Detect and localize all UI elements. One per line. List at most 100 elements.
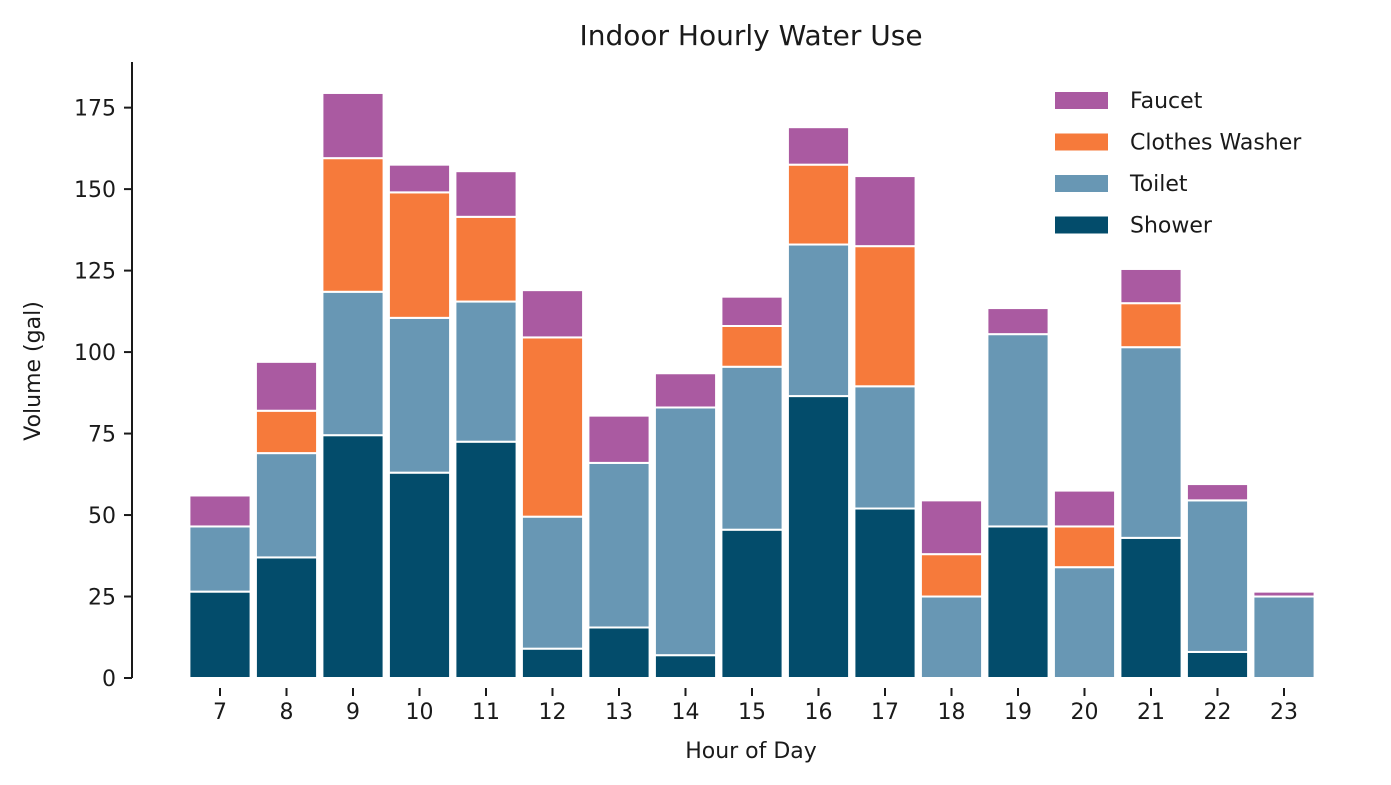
bar-segment-toilet-9 [321, 290, 385, 437]
bar-segment-faucet-10 [387, 163, 452, 194]
bar-segment-shower-12 [520, 647, 585, 680]
x-tick-label: 14 [672, 700, 700, 725]
bar-segment-faucet-22 [1185, 483, 1250, 502]
bar-segment-clothes-washer-10 [387, 191, 452, 319]
y-tick-label: 25 [88, 586, 116, 611]
legend-label-faucet: Faucet [1130, 89, 1203, 114]
legend-label-shower: Shower [1130, 214, 1213, 239]
bar-segment-faucet-12 [520, 289, 585, 339]
bar-segment-faucet-20 [1052, 489, 1117, 528]
bar-segment-toilet-17 [853, 385, 917, 510]
bar-segment-faucet-15 [720, 295, 784, 327]
bar-segment-toilet-18 [919, 595, 984, 679]
x-tick-label: 12 [539, 700, 567, 725]
legend-swatch-faucet [1055, 92, 1108, 109]
bar-segment-clothes-washer-16 [786, 163, 851, 246]
x-tick-label: 21 [1137, 700, 1165, 725]
y-tick-label: 175 [74, 97, 116, 122]
x-axis-ticks: 7 8 9 10 11 12 13 14 15 16 17 18 19 20 21 22 23 [213, 688, 1298, 725]
bar-segment-faucet-14 [653, 372, 718, 409]
bar-segment-shower-7 [188, 590, 252, 680]
bar-segment-faucet-8 [254, 360, 319, 412]
bar-segment-shower-21 [1119, 536, 1183, 680]
legend-swatch-shower [1055, 216, 1108, 234]
bar-segment-toilet-11 [454, 300, 518, 443]
bar-segment-clothes-washer-8 [254, 409, 319, 455]
legend: Faucet Clothes Washer Toilet Shower [1055, 89, 1302, 239]
bar-segment-toilet-10 [387, 316, 452, 474]
bar-segment-clothes-washer-20 [1052, 525, 1117, 569]
bar-segment-faucet-7 [188, 494, 252, 528]
bar-segment-clothes-washer-17 [853, 245, 917, 388]
bar-segment-toilet-13 [587, 461, 651, 629]
y-axis-title: Volume (gal) [21, 301, 46, 441]
x-tick-label: 11 [472, 700, 500, 725]
x-tick-label: 15 [738, 700, 766, 725]
bar-segment-faucet-16 [786, 126, 851, 166]
legend-swatch-clothes-washer [1055, 133, 1108, 151]
bars-layer [188, 91, 1316, 680]
y-tick-label: 100 [74, 341, 116, 366]
x-tick-label: 7 [213, 700, 227, 725]
x-tick-label: 9 [346, 700, 360, 725]
bar-segment-faucet-21 [1119, 267, 1183, 305]
bar-segment-shower-11 [454, 440, 518, 679]
bar-segment-clothes-washer-18 [919, 553, 984, 598]
bar-segment-clothes-washer-12 [520, 336, 585, 518]
bar-segment-faucet-18 [919, 499, 984, 556]
bar-segment-shower-8 [254, 556, 319, 679]
bar-segment-faucet-19 [986, 307, 1050, 336]
bar-segment-faucet-11 [454, 170, 518, 218]
x-tick-label: 17 [871, 700, 899, 725]
bar-segment-toilet-19 [986, 333, 1050, 528]
bar-segment-shower-10 [387, 471, 452, 679]
x-tick-label: 16 [805, 700, 833, 725]
bar-segment-shower-13 [587, 626, 651, 680]
bar-segment-toilet-16 [786, 243, 851, 398]
bar-segment-toilet-23 [1252, 595, 1316, 679]
x-tick-label: 22 [1204, 700, 1232, 725]
chart-title: Indoor Hourly Water Use [579, 19, 922, 52]
bar-segment-shower-9 [321, 434, 385, 679]
y-tick-label: 0 [102, 667, 116, 692]
bar-segment-shower-22 [1185, 650, 1250, 679]
bar-segment-toilet-12 [520, 515, 585, 650]
bar-segment-faucet-17 [853, 175, 917, 248]
y-tick-label: 125 [74, 260, 116, 285]
legend-swatch-toilet [1055, 175, 1108, 192]
y-tick-label: 75 [88, 423, 116, 448]
y-axis-ticks: 0 25 50 75 100 125 150 175 [74, 97, 132, 692]
x-tick-label: 8 [280, 700, 294, 725]
x-tick-label: 13 [605, 700, 633, 725]
bar-segment-clothes-washer-15 [720, 325, 784, 368]
bar-segment-toilet-20 [1052, 566, 1117, 679]
bar-segment-clothes-washer-9 [321, 157, 385, 293]
y-tick-label: 150 [74, 178, 116, 203]
bar-segment-faucet-23 [1252, 590, 1316, 598]
bar-segment-clothes-washer-11 [454, 215, 518, 303]
bar-segment-toilet-14 [653, 406, 718, 657]
y-tick-label: 50 [88, 504, 116, 529]
x-tick-label: 18 [938, 700, 966, 725]
bar-segment-faucet-13 [587, 414, 651, 464]
bar-segment-faucet-9 [321, 91, 385, 160]
legend-label-toilet: Toilet [1129, 172, 1188, 197]
x-axis-title: Hour of Day [685, 739, 817, 764]
bar-segment-shower-16 [786, 395, 851, 679]
bar-segment-shower-15 [720, 528, 784, 679]
legend-label-clothes-washer: Clothes Washer [1130, 131, 1302, 156]
bar-segment-clothes-washer-21 [1119, 302, 1183, 349]
x-tick-label: 10 [406, 700, 434, 725]
bar-segment-toilet-21 [1119, 346, 1183, 539]
x-tick-label: 23 [1270, 700, 1298, 725]
bar-segment-toilet-22 [1185, 499, 1250, 653]
bar-segment-shower-19 [986, 525, 1050, 680]
bar-segment-toilet-7 [188, 525, 252, 593]
bar-segment-toilet-8 [254, 452, 319, 559]
bar-segment-shower-17 [853, 507, 917, 679]
bar-segment-toilet-15 [720, 365, 784, 531]
x-tick-label: 19 [1004, 700, 1032, 725]
x-tick-label: 20 [1071, 700, 1099, 725]
